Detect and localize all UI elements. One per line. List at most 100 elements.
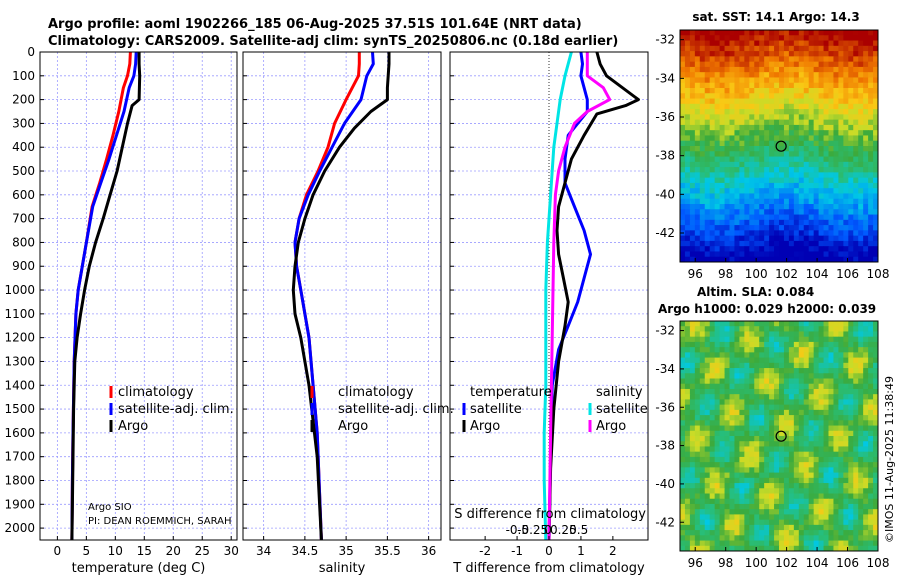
map-cell (873, 88, 879, 94)
map-cell (769, 493, 775, 500)
map-cell (873, 140, 879, 147)
map-cell (833, 88, 839, 94)
map-cell (813, 456, 820, 463)
map-cell (863, 462, 869, 468)
map-cell (774, 524, 780, 531)
map-cell (818, 535, 825, 542)
map-cell (734, 235, 740, 242)
map-cell (873, 61, 879, 68)
map-cell (833, 545, 839, 552)
map-cell (853, 135, 859, 142)
map-cell (749, 167, 755, 173)
map-cell (838, 151, 844, 158)
map-cell (719, 77, 726, 84)
map-cell (694, 462, 701, 468)
map-cell (729, 352, 735, 359)
map-cell (684, 98, 691, 105)
map-cell (863, 188, 869, 194)
map-cell (774, 326, 780, 332)
map-cell (779, 88, 785, 94)
map-cell (848, 172, 854, 179)
map-cell (779, 256, 785, 263)
map-cell (749, 214, 755, 221)
map-cell (868, 415, 874, 421)
map-cell (754, 331, 760, 338)
map-cell (734, 540, 740, 547)
map-cell (833, 378, 839, 385)
map-cell (783, 388, 790, 395)
map-cell (689, 256, 696, 263)
map-cell (709, 493, 716, 500)
map-cell (848, 188, 854, 194)
map-cell (813, 51, 820, 57)
map-cell (764, 167, 770, 173)
map-cell (779, 251, 785, 258)
map-cell (709, 246, 716, 252)
map-cell (873, 456, 879, 463)
map-cell (858, 540, 864, 547)
map-cell (783, 30, 790, 36)
map-cell (863, 103, 869, 110)
map-cell (823, 347, 829, 353)
map-cell (680, 394, 686, 400)
map-cell (803, 177, 810, 184)
map-cell (843, 321, 849, 327)
map-cell (684, 204, 691, 210)
map-cell (759, 462, 765, 468)
map-cell (749, 436, 755, 442)
map-cell (853, 493, 859, 500)
map-cell (808, 456, 815, 463)
map-cell (788, 51, 795, 57)
map-cell (734, 388, 740, 395)
map-cell (754, 357, 760, 364)
map-cell (714, 198, 721, 205)
map-cell (783, 103, 790, 110)
map-cell (764, 130, 770, 136)
map-cell (719, 177, 726, 184)
map-cell (734, 30, 740, 36)
map-cell (764, 103, 770, 110)
map-cell (769, 66, 775, 73)
map-cell (714, 530, 721, 536)
map-cell (868, 530, 874, 536)
map-cell (704, 524, 711, 531)
map-cell (744, 204, 750, 210)
map-cell (744, 209, 750, 216)
map-y-tick-label: -38 (655, 439, 675, 453)
map-cell (868, 404, 874, 411)
map-cell (689, 477, 696, 484)
map-cell (873, 235, 879, 242)
map-cell (793, 388, 800, 395)
map-cell (744, 40, 750, 47)
map-cell (863, 209, 869, 216)
map-cell (783, 373, 790, 379)
map-cell (783, 394, 790, 400)
map-cell (793, 198, 800, 205)
map-cell (828, 373, 834, 379)
map-cell (843, 425, 849, 432)
map-cell (749, 98, 755, 105)
map-cell (769, 425, 775, 432)
map-cell (724, 256, 730, 263)
map-cell (729, 45, 735, 52)
map-cell (833, 240, 839, 247)
map-cell (699, 362, 706, 369)
map-cell (808, 188, 815, 194)
map-cell (769, 373, 775, 379)
map-cell (823, 472, 829, 479)
map-cell (868, 524, 874, 531)
map-cell (684, 40, 691, 47)
map-cell (808, 441, 815, 447)
map-cell (734, 378, 740, 385)
map-cell (818, 509, 825, 515)
map-cell (754, 503, 760, 510)
map-cell (813, 352, 820, 359)
map-cell (803, 535, 810, 542)
map-cell (749, 441, 755, 447)
map-cell (719, 119, 726, 126)
map-cell (754, 436, 760, 442)
map-cell (764, 498, 770, 505)
map-cell (754, 256, 760, 263)
map-cell (684, 30, 691, 36)
map-cell (853, 140, 859, 147)
